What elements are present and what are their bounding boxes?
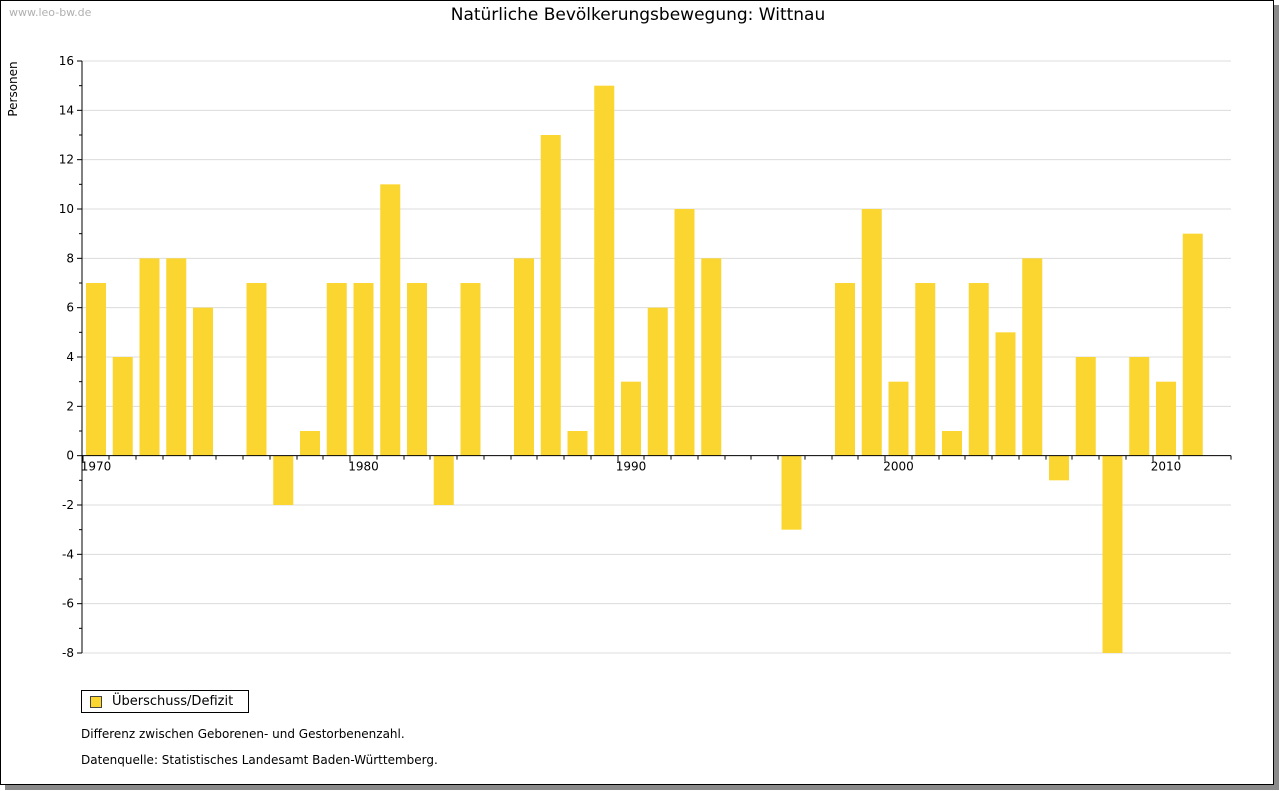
bar (1049, 455, 1069, 481)
y-tick-label: 2 (66, 399, 74, 413)
bar (380, 184, 401, 456)
bar (514, 258, 534, 456)
x-tick-label: 1990 (616, 460, 647, 474)
bar (942, 431, 962, 456)
bar (246, 283, 267, 456)
y-tick-label: 10 (59, 202, 74, 216)
x-tick-label: 1970 (81, 460, 112, 474)
y-tick-label: -6 (62, 597, 74, 611)
bar (300, 431, 320, 456)
y-tick-label: 14 (59, 103, 74, 117)
bar (326, 283, 347, 456)
note-source: Datenquelle: Statistisches Landesamt Bad… (81, 753, 438, 767)
legend-label: Überschuss/Defizit (112, 694, 234, 709)
tick-labels: 16 14 12 10 8 6 4 2 0 -2 -4 -6 -8 1970 1980 1990 2000 201… (59, 54, 1182, 660)
bar (139, 258, 160, 456)
x-tick-label: 2000 (883, 460, 914, 474)
x-tick-label: 1980 (348, 460, 379, 474)
bar (835, 283, 855, 456)
bars (86, 85, 1203, 653)
axes (77, 60, 1232, 654)
bar (540, 135, 561, 456)
bar (1156, 381, 1176, 456)
bar (861, 209, 882, 456)
bar (353, 283, 374, 456)
note-description: Differenz zwischen Geborenen- und Gestor… (81, 727, 405, 741)
bar (1075, 357, 1096, 456)
y-tick-label: 4 (66, 350, 74, 364)
bar (594, 85, 615, 456)
bar (915, 283, 936, 456)
y-tick-label: 0 (66, 449, 74, 463)
bar (888, 381, 909, 456)
y-axis-label: Personen (6, 61, 20, 116)
bar (193, 307, 213, 456)
legend-swatch (90, 696, 102, 708)
bar (674, 209, 695, 456)
chart-title: Natürliche Bevölkerungsbewegung: Wittnau (450, 5, 826, 25)
bar (1182, 233, 1203, 456)
legend: Überschuss/Defizit (81, 690, 249, 713)
y-tick-label: -2 (62, 498, 74, 512)
bar (1022, 258, 1043, 456)
bar (1102, 455, 1123, 653)
bar (968, 283, 989, 456)
bar (621, 381, 641, 456)
bar (433, 455, 454, 505)
y-tick-label: -4 (62, 547, 74, 561)
y-tick-label: 6 (66, 301, 74, 315)
bar (1129, 357, 1150, 456)
bar (460, 283, 481, 456)
bar (995, 332, 1016, 456)
x-tick-label: 2010 (1151, 460, 1182, 474)
bar (112, 357, 133, 456)
bar (781, 455, 802, 530)
y-tick-label: -8 (62, 646, 74, 660)
bar (273, 455, 294, 505)
bar (701, 258, 722, 456)
bar (86, 283, 106, 456)
bar (407, 283, 427, 456)
bar (647, 307, 668, 456)
y-tick-label: 8 (66, 251, 74, 265)
bar (567, 431, 588, 456)
bar (166, 258, 187, 456)
watermark: www.leo-bw.de (9, 6, 92, 19)
y-tick-label: 16 (59, 54, 74, 68)
y-tick-label: 12 (59, 153, 74, 167)
